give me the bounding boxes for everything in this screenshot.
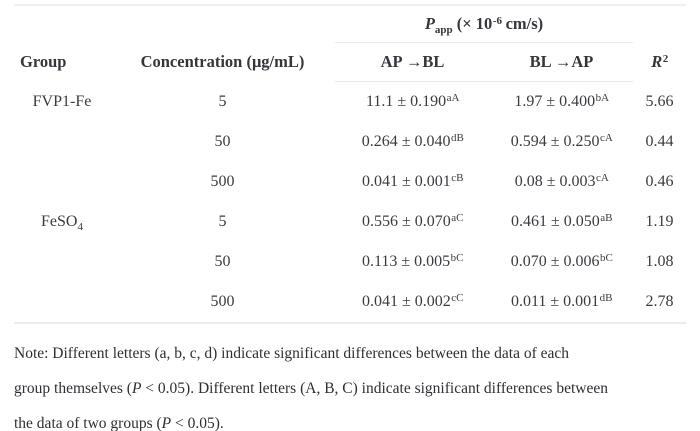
note-line-3: the data of two groups (P < 0.05). <box>14 415 224 431</box>
significance-letters: bA <box>595 91 610 104</box>
table-body: FVP1-Fe 5 11.1 ± 0.190aA 1.97 ± 0.400bA … <box>14 82 686 322</box>
significance-letters: cB <box>451 171 464 184</box>
significance-letters: aC <box>451 211 464 224</box>
col-header-r2: R2 <box>633 52 686 72</box>
papp-exponent: -6 <box>492 14 502 27</box>
col-header-ap-bl: AP →BL <box>380 52 445 71</box>
cell-bl-ap: 0.594 ± 0.250cA <box>510 131 613 150</box>
cell-concentration: 50 <box>214 253 231 270</box>
cell-concentration: 5 <box>218 213 227 230</box>
cell-r2: 2.78 <box>645 293 674 310</box>
paper-table: Papp (× 10-6 cm/s) Group Concentration (… <box>14 0 686 324</box>
note-line-1: Note: Different letters (a, b, c, d) ind… <box>14 345 570 362</box>
cell-concentration: 500 <box>210 293 235 310</box>
col-header-group: Group <box>20 52 67 71</box>
cell-group: FVP1-Fe <box>32 93 92 110</box>
cell-bl-ap: 0.461 ± 0.050aB <box>510 211 613 230</box>
papp-units-suffix: cm/s) <box>501 14 544 33</box>
papp-units-prefix: (× 10 <box>452 14 493 33</box>
table-top-rule <box>14 4 686 6</box>
cell-r2: 1.19 <box>645 213 674 230</box>
table-row: FVP1-Fe 5 11.1 ± 0.190aA 1.97 ± 0.400bA … <box>14 82 686 122</box>
table-row: 500 0.041 ± 0.001cB 0.08 ± 0.003cA 0.46 <box>14 162 686 202</box>
col-header-bl-ap: BL →AP <box>529 52 594 71</box>
papp-symbol: P <box>424 14 435 33</box>
table-note: Note: Different letters (a, b, c, d) ind… <box>14 336 686 431</box>
cell-concentration: 500 <box>210 173 235 190</box>
significance-letters: bC <box>599 251 613 264</box>
cell-concentration: 50 <box>214 133 231 150</box>
p-value-symbol: P <box>161 415 172 431</box>
cell-ap-bl: 0.113 ± 0.005bC <box>361 251 464 270</box>
cell-r2: 0.44 <box>645 133 674 150</box>
significance-letters: cA <box>599 131 613 144</box>
cell-bl-ap: 0.011 ± 0.001dB <box>510 291 613 310</box>
r2-symbol: R <box>651 52 663 71</box>
papp-header-row: Papp (× 10-6 cm/s) <box>14 6 686 42</box>
significance-letters: aA <box>446 91 460 104</box>
cell-concentration: 5 <box>218 93 227 110</box>
significance-letters: aB <box>600 211 613 224</box>
cell-bl-ap: 0.08 ± 0.003cA <box>514 171 609 190</box>
papp-underline-rule <box>335 42 633 43</box>
papp-subscript: app <box>434 23 453 36</box>
table-bottom-rule <box>14 322 686 324</box>
table-row: FeSO4 5 0.556 ± 0.070aC 0.461 ± 0.050aB … <box>14 202 686 242</box>
note-line-2: group themselves (P < 0.05). Different l… <box>14 380 608 397</box>
significance-letters: bC <box>450 251 464 264</box>
column-header-row: Group Concentration (μg/mL) AP →BL BL →A… <box>14 43 686 81</box>
cell-ap-bl: 11.1 ± 0.190aA <box>365 91 460 110</box>
cell-ap-bl: 0.041 ± 0.002cC <box>361 291 464 310</box>
significance-letters: dB <box>450 131 464 144</box>
p-value-symbol: P <box>131 380 142 397</box>
cell-group: FeSO4 <box>41 213 83 233</box>
r2-exponent: 2 <box>662 52 669 65</box>
significance-letters: cC <box>451 291 464 304</box>
table-row: 50 0.113 ± 0.005bC 0.070 ± 0.006bC 1.08 <box>14 242 686 282</box>
table-row: 50 0.264 ± 0.040dB 0.594 ± 0.250cA 0.44 <box>14 122 686 162</box>
cell-bl-ap: 0.070 ± 0.006bC <box>510 251 613 270</box>
cell-ap-bl: 0.556 ± 0.070aC <box>361 211 464 230</box>
header-underline-rule <box>335 81 633 82</box>
cell-ap-bl: 0.264 ± 0.040dB <box>361 131 464 150</box>
cell-r2: 1.08 <box>645 253 674 270</box>
cell-r2: 5.66 <box>645 93 674 110</box>
cell-bl-ap: 1.97 ± 0.400bA <box>514 91 610 110</box>
papp-spanning-header: Papp (× 10-6 cm/s) <box>335 14 633 36</box>
table-row: 500 0.041 ± 0.002cC 0.011 ± 0.001dB 2.78 <box>14 282 686 322</box>
cell-r2: 0.46 <box>645 173 674 190</box>
significance-letters: cA <box>595 171 609 184</box>
cell-ap-bl: 0.041 ± 0.001cB <box>361 171 464 190</box>
significance-letters: dB <box>599 291 613 304</box>
col-header-concentration: Concentration (μg/mL) <box>140 52 305 71</box>
